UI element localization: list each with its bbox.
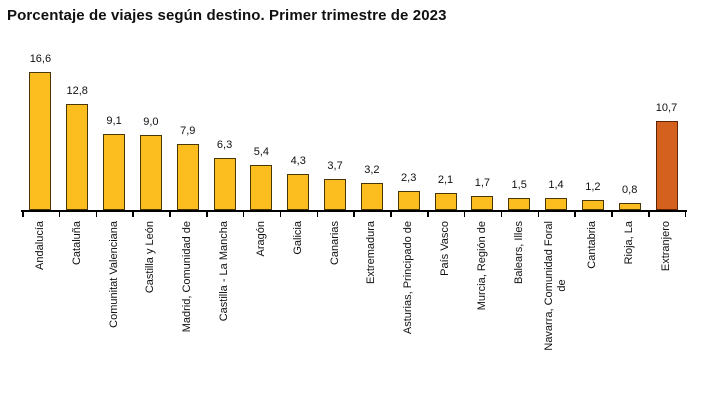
x-axis-label: Murcia, Región de <box>464 221 501 310</box>
x-axis-label-text: Castilla y León <box>144 221 157 294</box>
bar-value-label: 1,5 <box>511 179 527 191</box>
bar <box>176 144 199 210</box>
bar-value-label: 4,3 <box>290 155 306 167</box>
bar <box>545 198 568 210</box>
axis-tick <box>574 212 576 217</box>
bar <box>250 165 273 210</box>
bar-value-label: 16,6 <box>29 53 52 65</box>
bar-value-label: 9,1 <box>106 115 122 127</box>
bar-value-label: 9,0 <box>143 116 159 128</box>
x-axis-label-text: País Vasco <box>439 221 452 276</box>
bar-value-label: 2,3 <box>401 172 417 184</box>
x-axis-label-text: Madrid, Comunidad de <box>181 221 194 333</box>
x-axis-label-text: Castilla - La Mancha <box>218 221 231 322</box>
bar-value-label: 1,2 <box>585 181 601 193</box>
bar-value-label: 2,1 <box>437 174 454 186</box>
axis-tick <box>353 212 355 217</box>
axis-tick <box>390 212 392 217</box>
x-axis-label-text: Cataluña <box>70 221 83 266</box>
x-axis-label-text: Galicia <box>291 221 304 255</box>
bar-value-label: 5,4 <box>253 146 270 158</box>
x-axis-label: Balears, Illes <box>501 221 538 284</box>
axis-tick <box>500 212 503 217</box>
x-axis-label-text: Aragón <box>254 221 267 257</box>
bar <box>213 158 236 210</box>
axis-tick <box>611 212 613 217</box>
axis-tick <box>206 212 208 217</box>
bar <box>66 104 89 210</box>
x-axis-label-text: Navarra, Comunidad Foral de <box>543 221 569 351</box>
axis-tick <box>537 212 540 217</box>
axis-tick <box>648 212 650 217</box>
x-axis-label: Extremadura <box>353 221 390 284</box>
bar <box>360 183 383 210</box>
x-axis-label-text: Comunitat Valenciana <box>107 221 120 328</box>
x-axis-label-text: Extranjero <box>660 221 673 272</box>
bar-value-label: 1,4 <box>548 179 564 191</box>
bar <box>103 134 126 210</box>
bar <box>434 193 457 210</box>
bar <box>581 200 604 210</box>
x-axis-label-text: Balears, Illes <box>512 221 525 284</box>
bar <box>471 196 494 210</box>
x-axis-label: Madrid, Comunidad de <box>169 221 206 332</box>
bar <box>618 203 641 210</box>
x-axis-label-text: Rioja, La <box>623 221 636 265</box>
bar-value-label: 1,7 <box>474 177 491 189</box>
axis-tick <box>463 212 466 217</box>
bar <box>508 198 531 210</box>
x-axis-label: Galicia <box>280 221 317 255</box>
bar <box>287 174 310 210</box>
bar <box>324 179 347 210</box>
bar-value-label: 0,8 <box>622 184 638 196</box>
axis-tick <box>58 212 61 217</box>
x-axis-label-text: Asturias, Principado de <box>402 221 415 335</box>
x-axis-label: Rioja, La <box>611 221 648 264</box>
chart-title: Porcentaje de viajes según destino. Prim… <box>7 7 447 24</box>
x-axis-label: Canarias <box>317 221 354 265</box>
x-axis-label-text: Cantabria <box>586 221 599 269</box>
x-axis-label-text: Extremadura <box>365 221 378 284</box>
bar-value-label: 12,8 <box>66 85 88 97</box>
x-axis-label: Cantabria <box>574 221 611 269</box>
axis-tick <box>132 212 134 217</box>
bar <box>655 121 678 210</box>
x-axis-label: País Vasco <box>427 221 464 276</box>
axis-tick <box>95 212 98 217</box>
bar <box>139 135 162 210</box>
axis-tick <box>684 212 687 217</box>
x-axis-label: Castilla - La Mancha <box>206 221 243 321</box>
axis-tick <box>22 212 24 217</box>
bar-value-label: 6,3 <box>216 139 233 151</box>
axis-tick <box>242 212 245 217</box>
bar-value-label: 10,7 <box>655 102 678 114</box>
axis-tick <box>316 212 319 217</box>
x-axis-label-text: Canarias <box>328 221 341 266</box>
x-axis-line <box>21 210 687 212</box>
axis-tick <box>427 212 429 217</box>
x-axis-label: Aragón <box>243 221 280 256</box>
bar-value-label: 3,2 <box>364 164 380 176</box>
bar <box>29 72 52 210</box>
x-axis-label: Asturias, Principado de <box>390 221 427 334</box>
bar-value-label: 3,7 <box>327 160 343 172</box>
x-axis-label: Navarra, Comunidad Foral de <box>538 221 575 351</box>
x-axis-label: Andalucía <box>22 221 59 270</box>
x-axis-label: Cataluña <box>59 221 96 265</box>
x-axis-label: Comunitat Valenciana <box>96 221 133 328</box>
axis-tick <box>279 212 282 217</box>
x-axis-label: Extranjero <box>648 221 685 271</box>
x-axis-label: Castilla y León <box>132 221 169 293</box>
bar <box>397 191 420 210</box>
x-axis-label-text: Andalucía <box>33 221 46 270</box>
bar-value-label: 7,9 <box>180 125 196 137</box>
x-axis-label-text: Murcia, Región de <box>475 221 488 311</box>
axis-tick <box>169 212 171 217</box>
